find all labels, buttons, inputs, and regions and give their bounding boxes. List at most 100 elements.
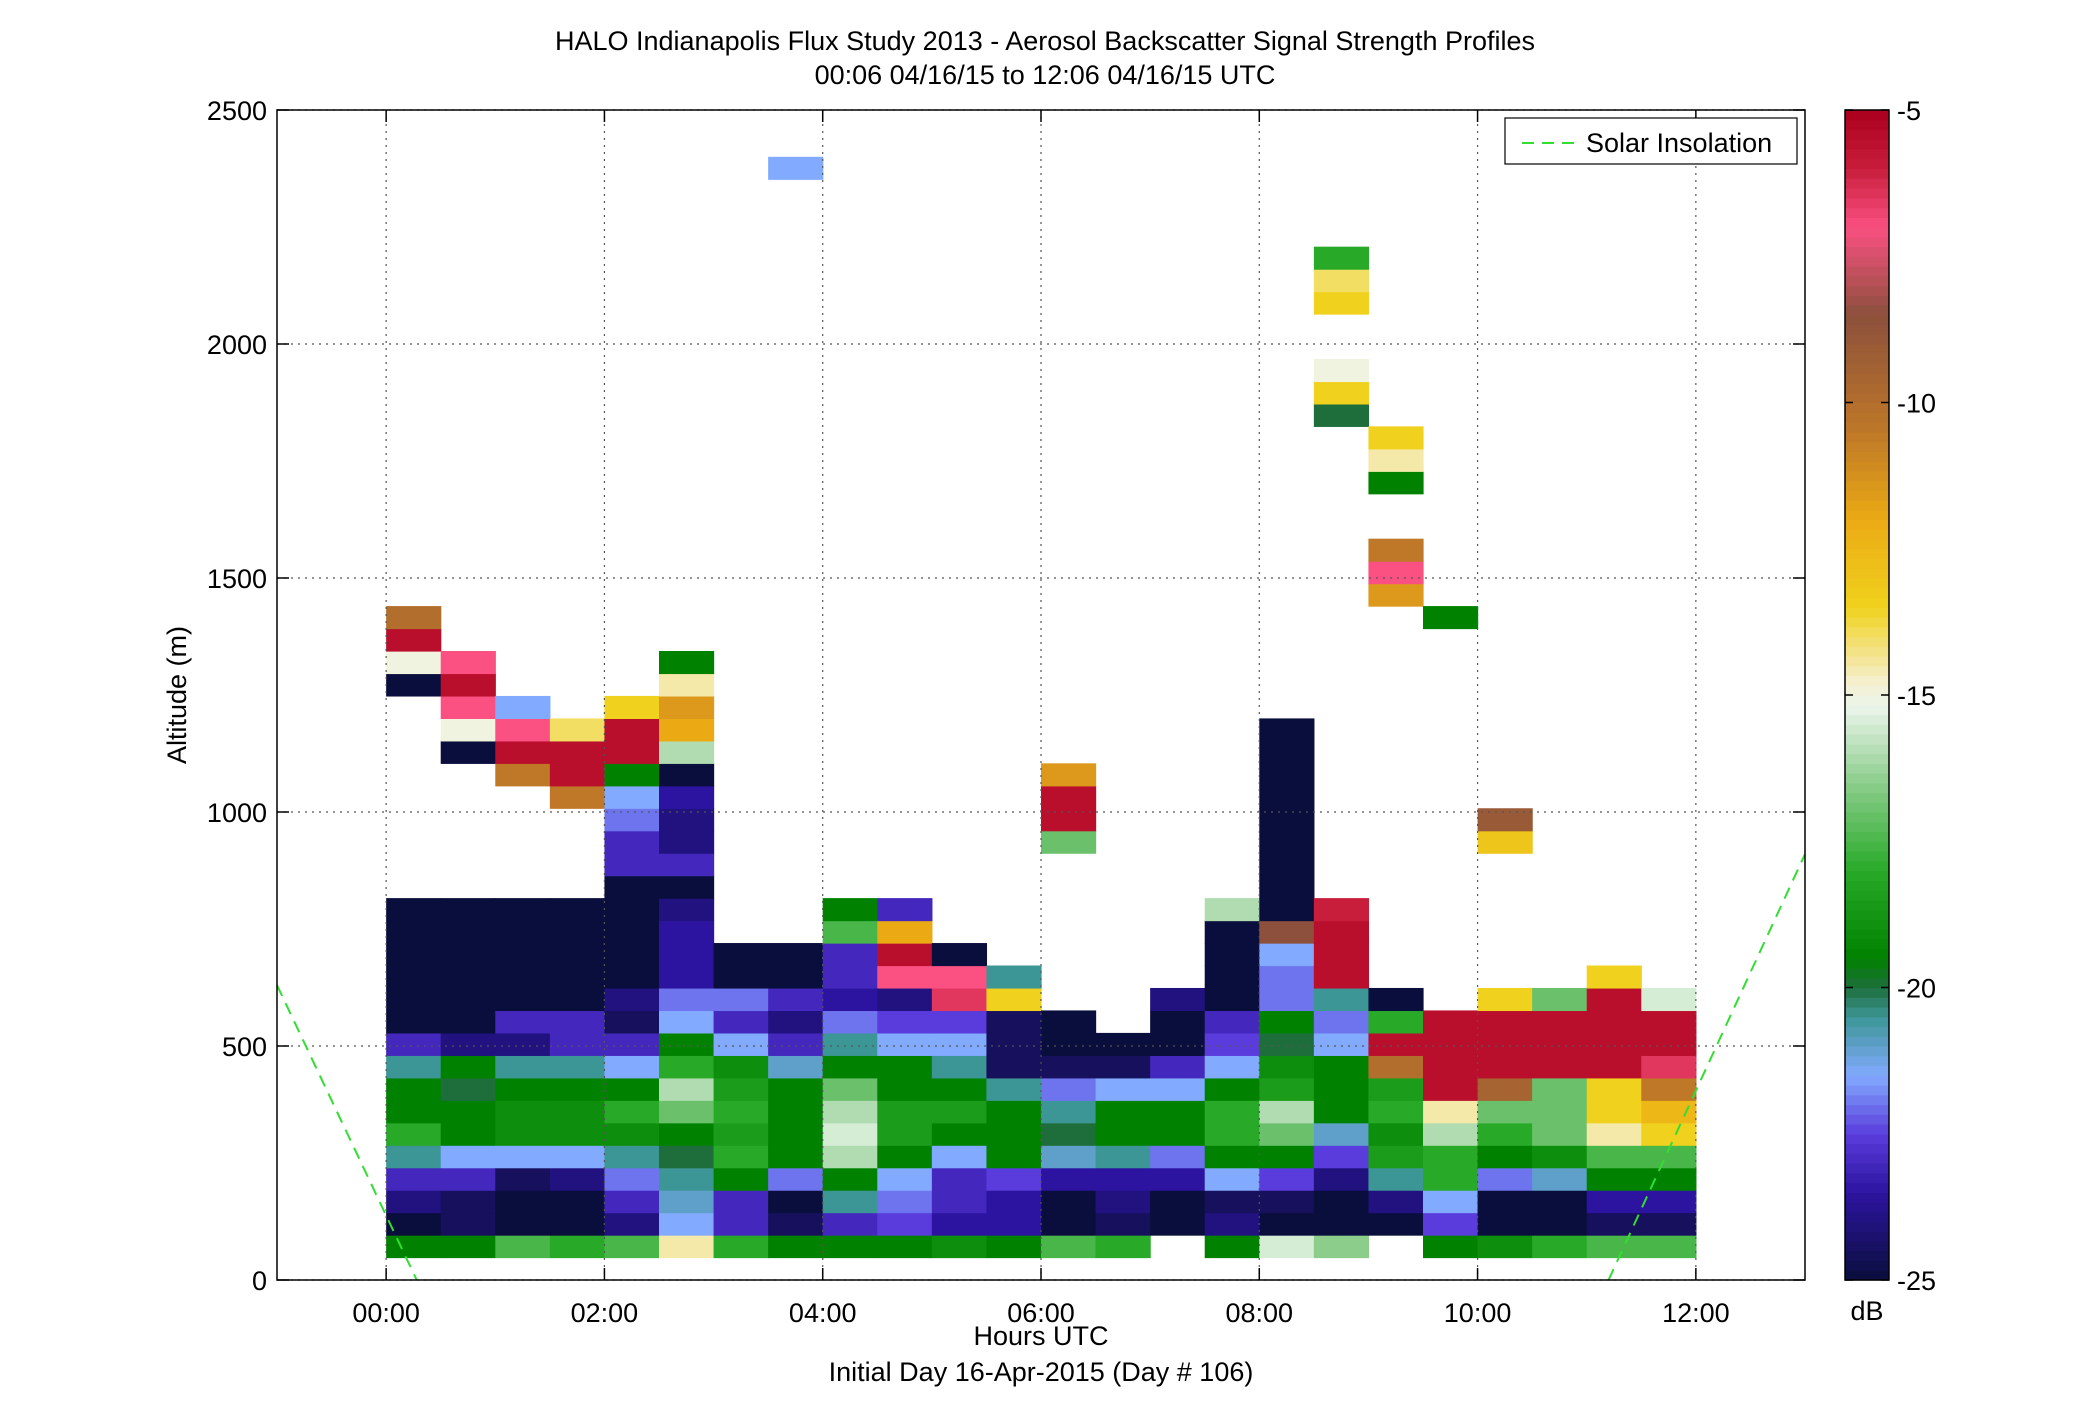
- colorbar-segment: [1845, 509, 1889, 521]
- colorbar-segment: [1845, 997, 1889, 1008]
- heatmap-cell: [604, 1122, 660, 1146]
- colorbar-segment: [1845, 899, 1889, 911]
- heatmap-cell: [1423, 1190, 1479, 1214]
- heatmap-cell: [1313, 943, 1370, 967]
- heatmap-cell: [440, 740, 496, 764]
- heatmap-cell: [440, 1077, 496, 1101]
- heatmap-cell: [1095, 1032, 1151, 1056]
- heatmap-cell: [1204, 898, 1260, 922]
- heatmap-cell: [659, 673, 715, 697]
- heatmap-cell: [986, 1077, 1042, 1101]
- heatmap-cell: [495, 1100, 551, 1124]
- heatmap-cell: [1041, 1145, 1097, 1169]
- colorbar-segment: [1845, 929, 1889, 940]
- heatmap-cell: [1586, 1077, 1642, 1101]
- heatmap-cell: [877, 1235, 933, 1259]
- colorbar: [1845, 110, 1889, 1281]
- heatmap-cell: [440, 651, 496, 675]
- heatmap-cell: [931, 965, 988, 989]
- heatmap-cell: [1204, 1055, 1260, 1079]
- heatmap-cell: [768, 987, 824, 1012]
- colorbar-segment: [1845, 802, 1889, 813]
- heatmap-cell: [931, 1077, 988, 1101]
- heatmap-cell: [495, 1122, 551, 1146]
- heatmap-cell: [1313, 1077, 1370, 1101]
- colorbar-segment: [1845, 158, 1889, 170]
- colorbar-segment: [1845, 256, 1889, 267]
- heatmap-cell: [1368, 1032, 1424, 1056]
- heatmap-cell: [1313, 1122, 1370, 1146]
- colorbar-segment: [1845, 1143, 1889, 1154]
- colorbar-segment: [1845, 695, 1889, 706]
- colorbar-segment: [1845, 1055, 1889, 1067]
- heatmap-cell: [822, 1235, 878, 1259]
- colorbar-segment: [1845, 558, 1889, 569]
- heatmap-cell: [604, 987, 660, 1012]
- heatmap-cell: [604, 718, 660, 742]
- colorbar-segment: [1845, 704, 1889, 716]
- heatmap-cell: [1204, 1167, 1260, 1191]
- heatmap-cell: [1477, 1167, 1533, 1191]
- heatmap-cell: [386, 1077, 442, 1101]
- heatmap-cell: [549, 1145, 606, 1169]
- heatmap-cell: [1259, 1212, 1315, 1236]
- heatmap-cell: [931, 1235, 988, 1259]
- heatmap-cell: [604, 1167, 660, 1191]
- heatmap-cell: [495, 1212, 551, 1236]
- heatmap-cell: [1477, 987, 1533, 1012]
- heatmap-cell: [549, 718, 606, 742]
- heatmap-cell: [1586, 1122, 1642, 1146]
- heatmap-cell: [604, 785, 660, 809]
- x-axis-ticks: 00:00 02:00 04:00 06:00 08:00 10:00 12:00: [352, 110, 1730, 1328]
- heatmap-cell: [877, 1077, 933, 1101]
- heatmap-cell: [1095, 1100, 1151, 1124]
- colorbar-segment: [1845, 753, 1889, 764]
- heatmap-cell: [549, 1077, 606, 1101]
- heatmap-cell: [877, 1212, 933, 1236]
- heatmap-cell: [1368, 426, 1424, 450]
- heatmap-cell: [549, 1122, 606, 1146]
- colorbar-segment: [1845, 314, 1889, 326]
- heatmap-cell: [1259, 943, 1315, 967]
- heatmap-cell: [549, 1100, 606, 1124]
- heatmap-cell: [1095, 1190, 1151, 1214]
- heatmap-cell: [1041, 1235, 1097, 1259]
- heatmap-cell: [1259, 718, 1315, 742]
- heatmap-cell: [604, 1055, 660, 1079]
- colorbar-segment: [1845, 1104, 1889, 1115]
- colorbar-segment: [1845, 792, 1889, 803]
- heatmap-cell: [1150, 1145, 1206, 1169]
- heatmap-cell: [386, 898, 442, 922]
- colorbar-segment: [1845, 968, 1889, 979]
- heatmap-cell: [768, 965, 824, 989]
- heatmap-cell: [1259, 875, 1315, 899]
- heatmap-cell: [1095, 1122, 1151, 1146]
- heatmap-cell: [1313, 291, 1370, 315]
- colorbar-segment: [1845, 607, 1889, 618]
- heatmap-cell: [877, 1010, 933, 1034]
- heatmap-cell: [1423, 606, 1479, 630]
- heatmap-cell: [877, 1122, 933, 1146]
- heatmap-cell: [713, 1190, 769, 1214]
- colorbar-segment: [1845, 236, 1889, 248]
- heatmap-cell: [1368, 1167, 1424, 1191]
- heatmap-cell: [549, 740, 606, 764]
- heatmap-cell: [768, 1122, 824, 1146]
- heatmap-cell: [659, 875, 715, 899]
- heatmap-cell: [440, 943, 496, 967]
- heatmap-cell: [1313, 1100, 1370, 1124]
- x-tick-label: 08:00: [1225, 1298, 1293, 1328]
- heatmap-cell: [713, 1032, 769, 1056]
- heatmap-cell: [1313, 1235, 1370, 1259]
- heatmap-cell: [1477, 1190, 1533, 1214]
- heatmap-cell: [549, 763, 606, 787]
- heatmap-cell: [1204, 1212, 1260, 1236]
- heatmap-cell: [659, 695, 715, 719]
- heatmap-cell: [1477, 1235, 1533, 1259]
- colorbar-segment: [1845, 178, 1889, 189]
- y-tick-label: 2500: [207, 96, 267, 126]
- colorbar-segment: [1845, 480, 1889, 491]
- heatmap-cell: [659, 651, 715, 675]
- heatmap-cell: [768, 1167, 824, 1191]
- heatmap-cell: [659, 1145, 715, 1169]
